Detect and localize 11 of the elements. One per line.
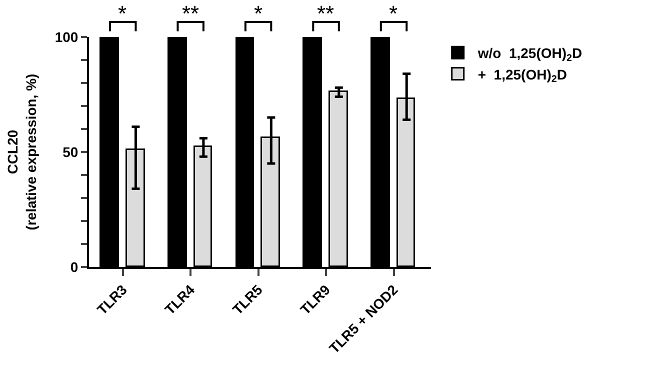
text: *: [118, 1, 127, 26]
y-axis-title: CCL20 (relative expression, %): [4, 74, 39, 230]
text: **: [317, 1, 335, 26]
legend-label: + 1,25(OH)$_{2}$D: [478, 66, 567, 86]
text: *: [254, 1, 263, 26]
text: *: [389, 1, 398, 26]
y-tick-label: 0: [70, 258, 78, 275]
legend-label: w/o 1,25(OH)$_{2}$D: [476, 45, 582, 64]
text: **: [182, 1, 200, 26]
y-tick-label: 50: [62, 144, 78, 160]
y-tick-label: 100: [54, 28, 78, 45]
